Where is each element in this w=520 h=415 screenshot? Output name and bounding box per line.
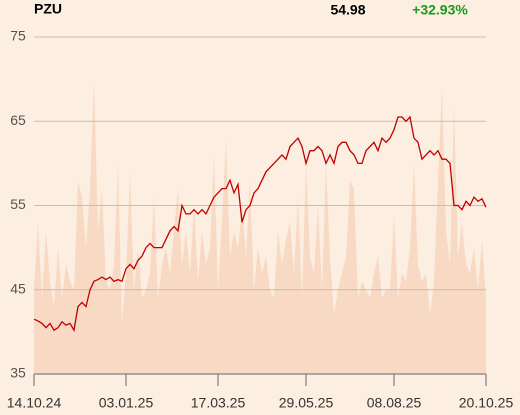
y-tick-label: 75 bbox=[10, 28, 26, 44]
y-tick-label: 65 bbox=[10, 112, 26, 128]
x-tick-label: 20.10.25 bbox=[459, 395, 514, 411]
price-change: +32.93% bbox=[412, 2, 468, 18]
x-tick-label: 29.05.25 bbox=[279, 395, 334, 411]
last-price: 54.98 bbox=[330, 2, 365, 18]
y-tick-label: 35 bbox=[10, 365, 26, 381]
volume-area bbox=[34, 79, 486, 374]
x-tick-label: 08.08.25 bbox=[367, 395, 422, 411]
y-tick-label: 45 bbox=[10, 280, 26, 296]
price-line bbox=[33, 115, 487, 333]
y-tick-label: 55 bbox=[10, 196, 26, 212]
x-tick-label: 14.10.24 bbox=[7, 395, 62, 411]
x-tick-label: 03.01.25 bbox=[99, 395, 154, 411]
x-tick-label: 17.03.25 bbox=[191, 395, 246, 411]
chart-title: PZU bbox=[34, 1, 62, 17]
